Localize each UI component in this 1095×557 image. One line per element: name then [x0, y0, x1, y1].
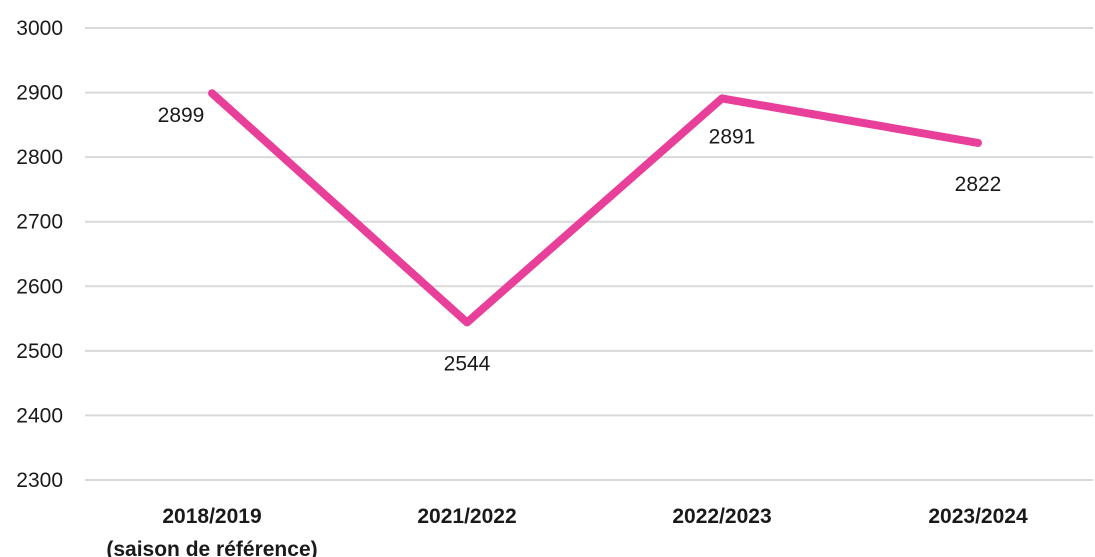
data-label-3: 2822: [955, 173, 1002, 196]
y-tick-label-2600: 2600: [16, 275, 63, 298]
y-axis-tick-labels: 3000 2900 2800 2700 2600 2500 2400 2300: [16, 17, 63, 492]
y-tick-label-2700: 2700: [16, 211, 63, 234]
y-tick-label-2400: 2400: [16, 404, 63, 427]
y-tick-label-2300: 2300: [16, 469, 63, 492]
y-tick-label-2800: 2800: [16, 146, 63, 169]
y-tick-label-3000: 3000: [16, 17, 63, 40]
y-tick-label-2900: 2900: [16, 82, 63, 105]
series-lines: [208, 89, 982, 327]
gridlines: [85, 27, 1093, 481]
data-label-2: 2891: [709, 125, 756, 148]
x-tick-label-0: 2018/2019 (saison de référence): [106, 505, 317, 557]
x-axis-tick-labels: 2018/2019 (saison de référence) 2021/2022 2…: [106, 505, 1028, 557]
x-tick-label-3: 2023/2024: [928, 505, 1028, 528]
x-tick-label-1: 2021/2022: [417, 505, 516, 528]
y-tick-label-2500: 2500: [16, 340, 63, 363]
series-line-0: [208, 89, 982, 327]
x-tick-label-2: 2022/2023: [672, 505, 771, 528]
data-labels: 2899 2544 2891 2822: [158, 104, 1002, 375]
data-label-1: 2544: [444, 352, 491, 375]
data-label-0: 2899: [158, 104, 205, 127]
